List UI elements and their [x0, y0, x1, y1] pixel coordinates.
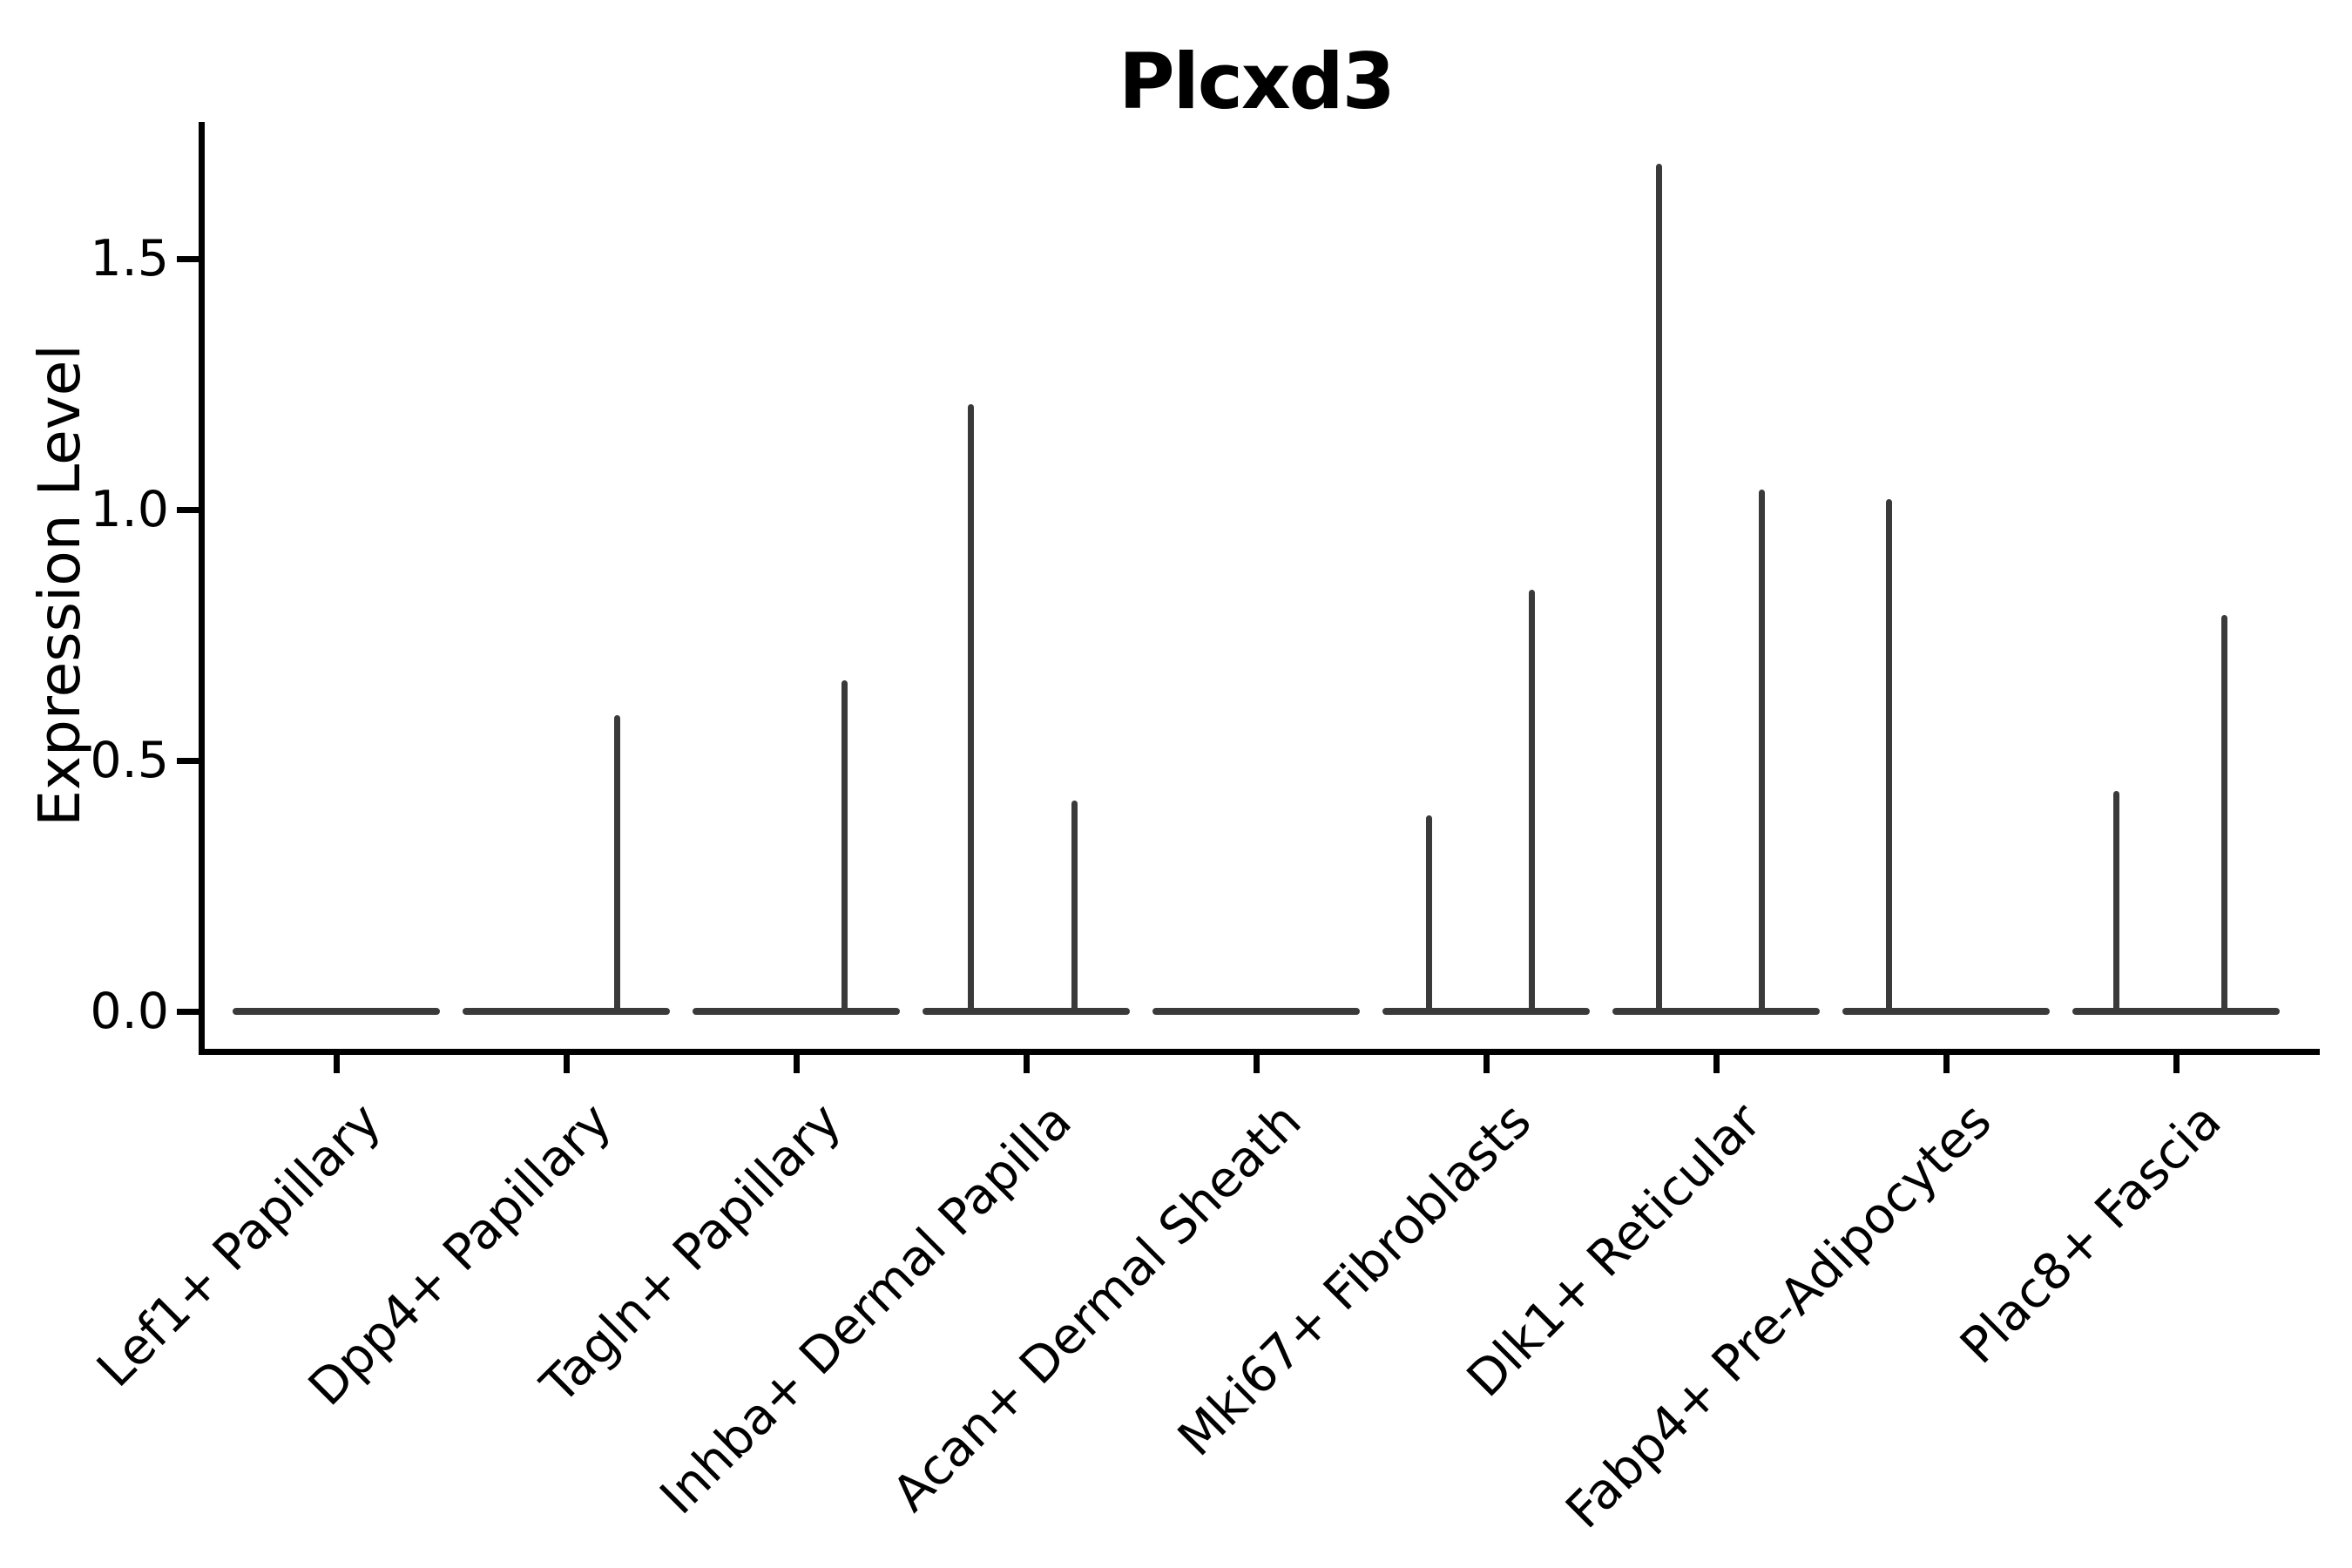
violin-spike [968, 404, 975, 1015]
x-tick-label: Fabp4+ Pre-Adipocytes [1555, 1092, 2003, 1540]
y-axis-label: Expression Level [26, 344, 93, 827]
violin-body [1842, 1008, 2050, 1015]
violin-spike [1529, 590, 1536, 1015]
x-tick [1254, 1051, 1260, 1073]
x-tick [794, 1051, 800, 1073]
y-tick [177, 256, 199, 262]
y-tick-label: 0.5 [90, 732, 169, 789]
chart-title: Plcxd3 [1119, 37, 1396, 126]
y-tick [177, 1009, 199, 1015]
violin-body [1382, 1008, 1590, 1015]
violin-spike [2112, 790, 2119, 1015]
violin-spike [1071, 801, 1078, 1015]
y-tick [177, 507, 199, 513]
violin-body [1152, 1008, 1360, 1015]
violin-body [233, 1008, 440, 1015]
violin-spike [2220, 614, 2227, 1015]
y-tick-label: 0.0 [90, 983, 169, 1040]
violin-body [463, 1008, 670, 1015]
x-tick [1024, 1051, 1030, 1073]
x-tick [1943, 1051, 1950, 1073]
y-tick-label: 1.0 [90, 481, 169, 538]
y-tick [177, 758, 199, 764]
violin-spike [613, 715, 620, 1015]
x-tick [1713, 1051, 1720, 1073]
violin-body [923, 1008, 1130, 1015]
x-tick [2173, 1051, 2180, 1073]
x-tick [334, 1051, 340, 1073]
x-tick-label: Acan+ Dermal Sheath [882, 1092, 1313, 1524]
violin-spike [1425, 815, 1432, 1015]
x-tick [564, 1051, 570, 1073]
y-tick-label: 1.5 [90, 230, 169, 287]
violin-spike [1655, 163, 1662, 1015]
violin-body [693, 1008, 900, 1015]
x-tick-label: Inhba+ Dermal Papilla [649, 1092, 1083, 1526]
violin-spike [1885, 499, 1892, 1015]
plot-area [199, 122, 2320, 1055]
violin-body [2072, 1008, 2280, 1015]
violin-body [1612, 1008, 1820, 1015]
violin-spike [841, 679, 848, 1015]
x-tick [1484, 1051, 1490, 1073]
violin-spike [1759, 489, 1766, 1015]
